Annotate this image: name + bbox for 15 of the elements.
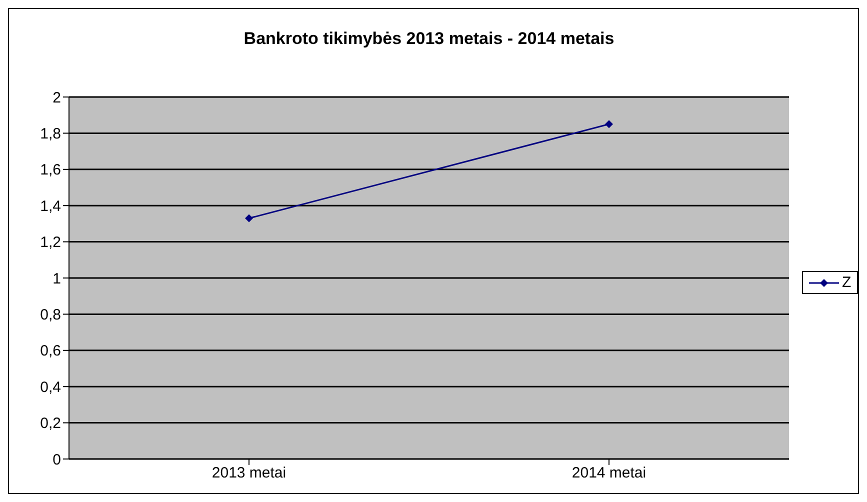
y-tick-label: 1 xyxy=(52,270,61,288)
x-tick-label: 2013 metai xyxy=(212,464,286,482)
y-tick-label: 0,4 xyxy=(40,378,61,396)
legend-label: Z xyxy=(842,274,852,291)
y-tick-label: 0 xyxy=(52,451,61,468)
chart-title: Bankroto tikimybės 2013 metais - 2014 metais xyxy=(242,29,616,49)
x-tick-label: 2014 metai xyxy=(572,464,646,482)
y-tick-label: 0,2 xyxy=(40,415,61,432)
y-tick-label: 0,8 xyxy=(40,306,61,324)
y-tick-label: 1,8 xyxy=(40,126,61,143)
y-tick-label: 1,2 xyxy=(40,234,61,252)
y-tick-label: 1,4 xyxy=(40,198,61,215)
y-tick-label: 0,6 xyxy=(40,342,61,360)
y-tick-label: 2 xyxy=(52,89,61,106)
y-tick-label: 1,6 xyxy=(40,162,61,179)
